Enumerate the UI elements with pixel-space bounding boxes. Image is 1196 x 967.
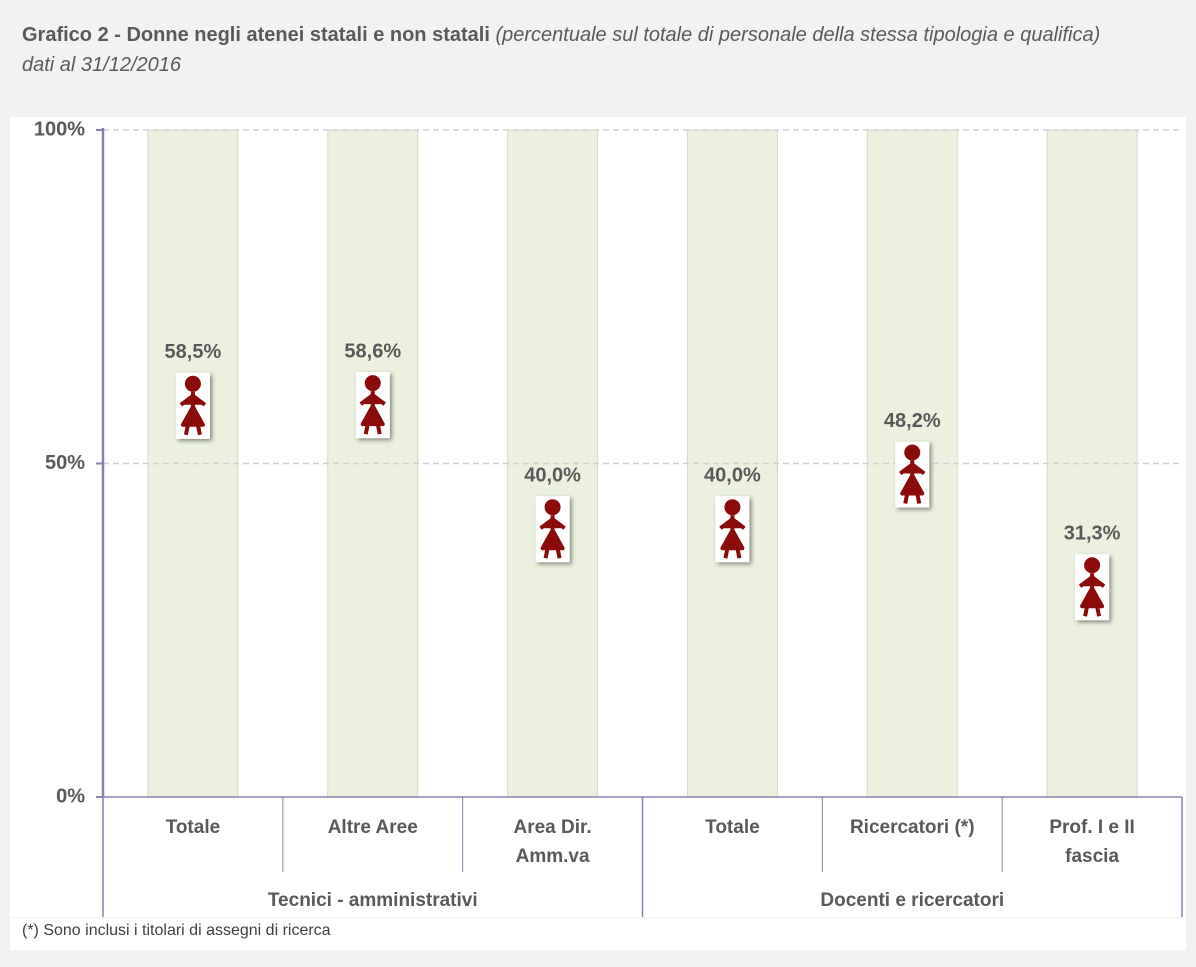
icon-body [899, 460, 926, 504]
value-label: 58,6% [344, 340, 401, 362]
icon-body [359, 391, 386, 435]
subtitle: dati al 31/12/2016 [22, 54, 182, 76]
y-tick-label: 100% [34, 118, 85, 140]
woman-icon [715, 496, 750, 563]
group-label: Docenti e ricercatori [820, 890, 1005, 911]
woman-icon [895, 441, 930, 508]
woman-icon [1075, 554, 1110, 621]
x-tick-label: Prof. I e II fascia [1049, 817, 1135, 867]
icon-body [1078, 573, 1106, 617]
column-background [507, 129, 599, 798]
column-background [686, 129, 778, 798]
x-tick-label: Totale [165, 817, 221, 838]
icon-head [724, 499, 741, 516]
icon-head [904, 444, 921, 461]
y-tick-label: 0% [56, 785, 85, 807]
icon-body [179, 391, 207, 436]
x-tick-label: Ricercatori (*) [849, 817, 975, 838]
x-tick-label: Totale [705, 817, 760, 838]
footnote-background [10, 918, 1186, 950]
icon-body [719, 515, 746, 559]
value-label: 58,5% [165, 341, 222, 363]
value-label: 40,0% [704, 464, 761, 486]
icon-head [364, 375, 381, 392]
x-tick-label: Altre Aree [327, 817, 418, 838]
y-tick-label: 50% [45, 452, 85, 474]
title-block: Grafico 2 - Donne negli atenei statali e… [22, 20, 1172, 80]
woman-icon [355, 372, 390, 439]
icon-head [1084, 557, 1101, 574]
column-background [1046, 129, 1138, 798]
x-tick-label: Area Dir. Amm.va [513, 817, 592, 867]
icon-body [539, 515, 566, 559]
chart-title: Grafico 2 - Donne negli atenei statali e… [22, 24, 490, 46]
footnote: (*) Sono inclusi i titolari di assegni d… [22, 922, 331, 939]
icon-head [544, 499, 561, 516]
value-label: 31,3% [1064, 523, 1121, 545]
icon-head [184, 375, 201, 392]
value-label: 40,0% [524, 464, 581, 486]
group-label: Tecnici - amministrativi [267, 890, 478, 911]
woman-icon [535, 496, 570, 563]
title-note: (percentuale sul totale di personale del… [495, 24, 1101, 46]
woman-icon [175, 372, 210, 439]
value-label: 48,2% [884, 410, 941, 432]
